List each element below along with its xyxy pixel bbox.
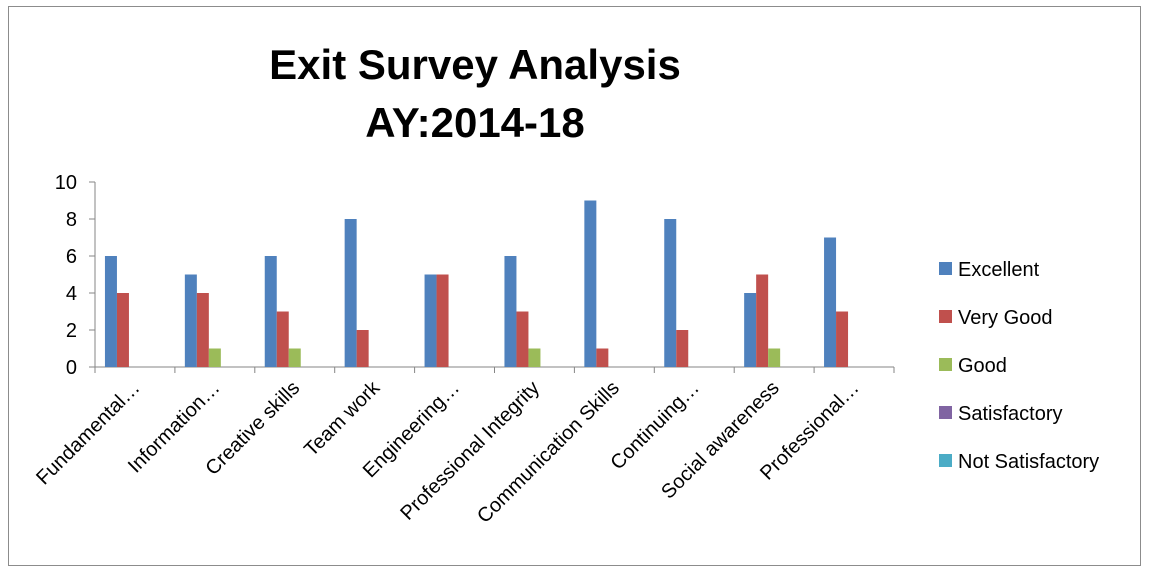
- bar-excellent: [824, 237, 837, 367]
- legend-label: Good: [958, 355, 1007, 377]
- x-axis: [94, 366, 895, 373]
- x-axis-labels: Fundamental…Information…Creative skillsT…: [32, 376, 863, 527]
- bar-very-good: [596, 348, 609, 367]
- legend-label: Satisfactory: [958, 403, 1062, 425]
- bar-excellent: [184, 274, 197, 367]
- legend-swatch: [939, 406, 952, 419]
- bar-very-good: [196, 293, 209, 367]
- legend-label: Not Satisfactory: [958, 451, 1099, 473]
- legend-label: Very Good: [958, 307, 1053, 329]
- bar-excellent: [584, 200, 597, 367]
- bar-very-good: [756, 274, 769, 367]
- bar-good: [208, 348, 221, 367]
- bar-very-good: [276, 311, 289, 367]
- bar-good: [288, 348, 301, 367]
- bar-excellent: [504, 256, 517, 367]
- y-tick-label: 10: [55, 172, 77, 194]
- y-tick-label: 0: [66, 357, 77, 379]
- bar-very-good: [356, 330, 369, 367]
- chart-frame: Exit Survey Analysis AY:2014-18 0 2 4 6 8 10 …: [8, 6, 1141, 566]
- bar-good: [528, 348, 541, 367]
- y-tick-label: 6: [66, 246, 77, 268]
- bar-chart: Exit Survey Analysis AY:2014-18 0246810 …: [32, 41, 1099, 528]
- bar-excellent: [104, 256, 117, 367]
- legend-swatch: [939, 358, 952, 371]
- legend-swatch: [939, 310, 952, 323]
- bar-excellent: [424, 274, 437, 367]
- bar-excellent: [264, 256, 277, 367]
- legend-label: Excellent: [958, 259, 1040, 281]
- legend-swatch: [939, 454, 952, 467]
- y-tick-label: 2: [66, 320, 77, 342]
- bar-excellent: [664, 219, 677, 367]
- bar-very-good: [516, 311, 529, 367]
- bar-very-good: [836, 311, 849, 367]
- y-axis: 0 2 4 6 8 10: [55, 172, 96, 379]
- chart-title: Exit Survey Analysis AY:2014-18: [269, 41, 681, 146]
- y-tick-label: 4: [66, 283, 77, 305]
- y-tick-label: 8: [66, 209, 77, 231]
- bars: [104, 200, 849, 367]
- chart-title-line-2: AY:2014-18: [365, 99, 585, 146]
- bar-good: [768, 348, 781, 367]
- bar-excellent: [744, 293, 757, 367]
- legend-swatch: [939, 262, 952, 275]
- x-tick-label: Fundamental…: [32, 377, 144, 489]
- bar-excellent: [344, 219, 357, 367]
- x-tick-label: Professional Integrity: [396, 377, 544, 525]
- bar-very-good: [676, 330, 689, 367]
- bar-very-good: [436, 274, 449, 367]
- x-tick-label: Communication Skills: [473, 377, 624, 528]
- legend: Excellent Very Good Good Satisfactory Not Sa…: [939, 259, 1099, 473]
- bar-very-good: [116, 293, 129, 367]
- chart-title-line-1: Exit Survey Analysis: [269, 41, 681, 88]
- x-tick-label: Team work: [300, 376, 385, 461]
